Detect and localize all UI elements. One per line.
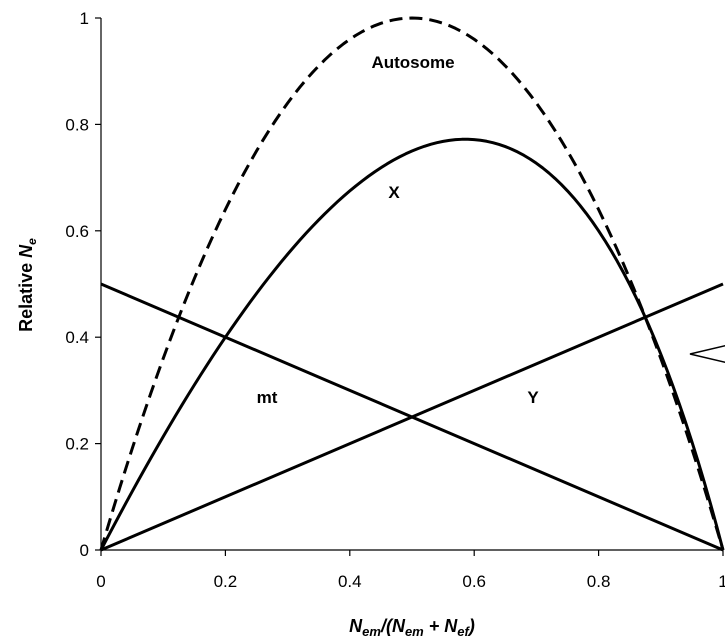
x-tick-label: 1	[718, 572, 725, 591]
series-label-y: Y	[527, 388, 539, 407]
y-tick-label: 0.8	[65, 115, 89, 134]
y-axis-title-sub: e	[25, 238, 39, 245]
y-tick-label: 1	[80, 9, 89, 28]
x-axis-title-mid: /(N	[380, 616, 406, 636]
y-axis-title-main: Relative	[16, 258, 36, 332]
x-axis-title-plus: + N	[424, 616, 459, 636]
series-label-mt: mt	[257, 388, 278, 407]
x-tick-label: 0	[96, 572, 105, 591]
x-axis-title-n3-sub: ef	[457, 624, 470, 639]
x-axis-title-n1: N	[349, 616, 363, 636]
x-axis-title: Nem/(Nem + Nef)	[349, 616, 475, 639]
y-axis-title: Relative Ne	[16, 238, 39, 332]
annotation-arrow	[689, 344, 725, 364]
series-line-autosome	[99, 16, 725, 551]
y-tick-label: 0.6	[65, 222, 89, 241]
series-line-x	[99, 137, 725, 551]
y-tick-label: 0	[80, 541, 89, 560]
series-labels: Autosome X mt Y	[257, 53, 540, 407]
axes: 0 0.2 0.4 0.6 0.8 1 0 0.2 0.4 0.6 0.8 1	[65, 9, 725, 591]
x-tick-label: 0.8	[587, 572, 611, 591]
x-axis-title-close: )	[467, 616, 475, 636]
y-axis-title-italic: N	[16, 244, 36, 258]
x-tick-label: 0.2	[214, 572, 238, 591]
y-tick-label: 0.2	[65, 435, 89, 454]
x-tick-label: 0.4	[338, 572, 362, 591]
series-group	[99, 16, 725, 552]
series-label-autosome: Autosome	[371, 53, 454, 72]
series-label-x: X	[388, 183, 400, 202]
x-axis-title-n1-sub: em	[362, 624, 381, 639]
series-line-y	[100, 282, 724, 552]
x-tick-label: 0.6	[462, 572, 486, 591]
x-axis-title-n2-sub: em	[405, 624, 424, 639]
y-tick-label: 0.4	[65, 328, 89, 347]
